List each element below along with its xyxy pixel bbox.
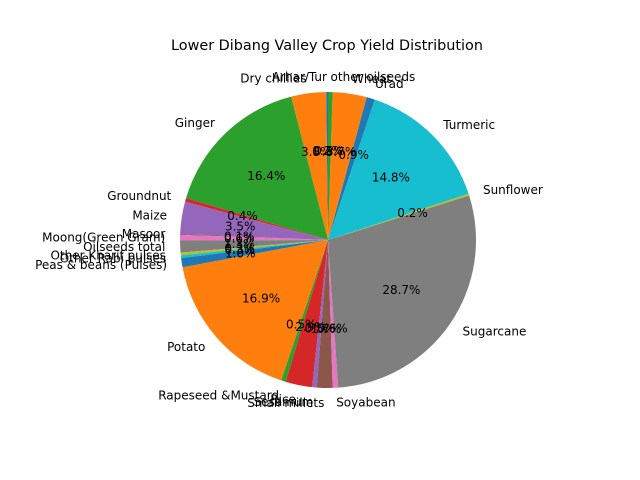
percent-label-arhar-tur: 0.2% <box>312 144 343 158</box>
percent-label-other-rabi-pulses: 0.3% <box>225 243 256 257</box>
slice-label-turmeric: Turmeric <box>442 118 495 132</box>
slice-label-oilseeds-total: Oilseeds total <box>83 240 165 254</box>
slice-label-wheat: Wheat <box>352 72 391 86</box>
percent-label-dry-chillies: 3.8% <box>301 145 332 159</box>
slice-label-masoor: Masoor <box>122 227 166 241</box>
pie-slice-dry-chillies <box>291 92 328 240</box>
slice-label-arhar-tur: Arhar/Tur <box>272 70 327 84</box>
pie-slice-moong-green-gram <box>180 234 328 241</box>
pie-slice-sunflower <box>328 193 470 240</box>
slice-label-ginger: Ginger <box>175 116 215 130</box>
percent-label-ginger: 16.4% <box>247 169 285 183</box>
pie-slice-turmeric <box>328 99 469 240</box>
pie-slice-masoor <box>180 233 328 240</box>
pie-slice-sugarcane <box>328 195 476 388</box>
slice-label-rice: Rice <box>270 393 296 407</box>
percent-label-other-oilseeds: 0.5% <box>314 144 345 158</box>
percent-label-moong-green-gram: 0.6% <box>224 232 255 246</box>
slice-label-soyabean: Soyabean <box>336 396 395 410</box>
pie-slice-other-rabi-pulses <box>180 240 328 259</box>
percent-label-wheat: 3.7% <box>326 145 357 159</box>
percent-label-rice: 2.9% <box>295 320 326 334</box>
pie-slices <box>180 92 476 388</box>
percent-label-oilseeds-total: 1.3% <box>224 237 255 251</box>
pie-slice-other-kharif-pulses <box>180 240 328 256</box>
percent-label-other-kharif-pulses: 0.3% <box>224 241 255 255</box>
percent-labels: 0.2%3.8%16.4%0.4%3.5%0.1%0.6%1.3%0.3%0.3… <box>224 144 428 336</box>
percent-label-urad: 0.9% <box>338 148 369 162</box>
slice-label-peas-beans-pulses: Peas & beans (Pulses) <box>35 258 167 272</box>
slice-label-other-kharif-pulses: Other Kharif pulses <box>50 248 165 262</box>
percent-label-masoor: 0.1% <box>224 230 255 244</box>
percent-label-small-millets: 1.7% <box>311 322 342 336</box>
slice-label-moong-green-gram: Moong(Green Gram) <box>42 230 165 244</box>
slice-label-dry-chillies: Dry chillies <box>240 72 306 86</box>
slice-label-maize: Maize <box>132 208 167 222</box>
percent-label-turmeric: 14.8% <box>372 170 410 184</box>
pie-slice-oilseeds-total <box>180 240 328 253</box>
pie-slice-wheat <box>328 92 367 240</box>
slice-label-sunflower: Sunflower <box>483 183 543 197</box>
slice-label-small-millets: Small millets <box>247 396 324 410</box>
pie-slice-other-oilseeds <box>328 92 333 240</box>
pie-slice-maize <box>180 201 328 240</box>
percent-label-sunflower: 0.2% <box>397 206 428 220</box>
pie-slice-soyabean <box>328 240 339 388</box>
percent-label-rapeseed-mustard: 0.5% <box>286 318 317 332</box>
pie-slice-rapeseed-mustard <box>281 240 328 382</box>
percent-label-sesamum: 0.5% <box>305 321 336 335</box>
percent-label-groundnut: 0.4% <box>227 209 258 223</box>
slice-label-other-oilseeds: other oilseeds <box>331 70 416 84</box>
pie-slice-groundnut <box>185 198 328 240</box>
chart-title: Lower Dibang Valley Crop Yield Distribut… <box>171 38 483 54</box>
pie-slice-rice <box>285 240 328 388</box>
pie-slice-ginger <box>186 96 328 241</box>
percent-label-maize: 3.5% <box>225 220 256 234</box>
pie-slice-sesamum <box>312 240 328 388</box>
slice-label-sesamum: Sesamum <box>254 395 314 409</box>
percent-label-potato: 16.9% <box>242 291 280 305</box>
percent-label-soyabean: 0.6% <box>317 322 348 336</box>
pie-slice-arhar-tur <box>326 92 328 240</box>
pie-slice-potato <box>182 240 328 381</box>
percent-label-sugarcane: 28.7% <box>382 283 420 297</box>
slice-label-rapeseed-mustard: Rapeseed &Mustard <box>158 388 279 402</box>
slice-label-sugarcane: Sugarcane <box>463 325 527 339</box>
pie-slice-peas-beans-pulses <box>181 240 328 268</box>
slice-label-groundnut: Groundnut <box>107 189 171 203</box>
pie-slice-small-millets <box>316 240 333 388</box>
pie-slice-urad <box>328 97 375 240</box>
slice-label-urad: Urad <box>375 77 404 91</box>
slice-label-other-rabi-pulses: Other Rabi pulses <box>60 251 167 265</box>
percent-label-peas-beans-pulses: 1.0% <box>225 247 256 261</box>
slice-label-potato: Potato <box>167 340 205 354</box>
